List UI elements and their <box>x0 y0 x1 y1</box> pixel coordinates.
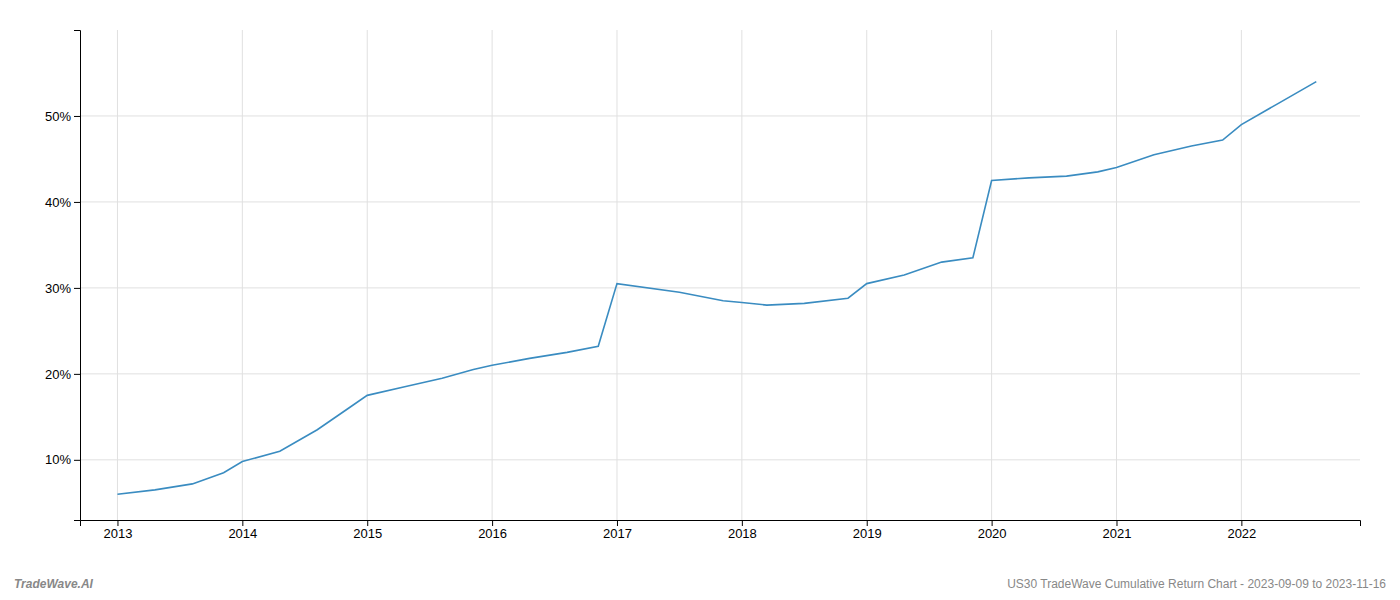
x-grid-line <box>1116 30 1117 520</box>
x-tick-mark <box>242 520 243 526</box>
x-tick-mark <box>867 520 868 526</box>
y-tick-mark <box>74 460 80 461</box>
x-tick-label: 2016 <box>478 526 507 541</box>
footer-text: US30 TradeWave Cumulative Return Chart -… <box>1007 577 1386 591</box>
x-tick-label: 2021 <box>1103 526 1132 541</box>
footer-text: TradeWave.AI <box>14 577 94 591</box>
y-tick: 40% <box>45 195 80 210</box>
marks <box>117 82 1316 495</box>
x-grid-line <box>117 30 118 520</box>
y-tick-label: 20% <box>45 367 71 382</box>
y-grid-line <box>80 373 1360 374</box>
x-tick-label: 2020 <box>978 526 1007 541</box>
x-grid-line <box>1241 30 1242 520</box>
x-tick-label: 2013 <box>104 526 133 541</box>
y-axis-line <box>74 31 81 521</box>
y-tick-label: 30% <box>45 281 71 296</box>
y-tick-label: 40% <box>45 195 71 210</box>
y-grid-line <box>80 459 1360 460</box>
x-grid-line <box>616 30 617 520</box>
x-tick: 2018 <box>728 520 757 541</box>
x-tick: 2021 <box>1103 520 1132 541</box>
x-tick-label: 2014 <box>228 526 257 541</box>
y-tick: 30% <box>45 281 80 296</box>
x-grid-line <box>866 30 867 520</box>
x-tick: 2014 <box>228 520 257 541</box>
x-grid-line <box>242 30 243 520</box>
y-axis: 10% 20% 30% 40% 50% <box>45 31 81 521</box>
x-tick-mark <box>117 520 118 526</box>
x-tick: 2017 <box>603 520 632 541</box>
y-tick-label: 10% <box>45 452 71 467</box>
x-grid-line <box>741 30 742 520</box>
plot-area: 2013 2014 2015 2016 2017 2018 2019 2020 2021 2022… <box>45 30 1361 541</box>
x-axis-line <box>81 521 1361 527</box>
x-tick-mark <box>992 520 993 526</box>
x-tick-mark <box>1241 520 1242 526</box>
y-grid-line <box>80 287 1360 288</box>
x-tick-mark <box>492 520 493 526</box>
y-tick-label: 50% <box>45 109 71 124</box>
x-tick-label: 2019 <box>853 526 882 541</box>
x-grid-line <box>991 30 992 520</box>
x-tick-mark <box>742 520 743 526</box>
y-grid-line <box>80 115 1360 116</box>
x-tick-label: 2015 <box>353 526 382 541</box>
y-grid-line <box>80 201 1360 202</box>
x-grid-line <box>492 30 493 520</box>
x-tick: 2022 <box>1227 520 1256 541</box>
x-axis: 2013 2014 2015 2016 2017 2018 2019 2020 2021 2022 <box>81 520 1361 541</box>
x-tick-mark <box>1116 520 1117 526</box>
y-tick-mark <box>74 202 80 203</box>
x-tick-label: 2018 <box>728 526 757 541</box>
x-tick-mark <box>367 520 368 526</box>
y-tick-mark <box>74 288 80 289</box>
x-tick: 2019 <box>853 520 882 541</box>
x-tick: 2013 <box>104 520 133 541</box>
x-tick: 2015 <box>353 520 382 541</box>
x-tick: 2020 <box>978 520 1007 541</box>
chart: 2013 2014 2015 2016 2017 2018 2019 2020 2021 2022… <box>0 0 1400 600</box>
y-tick-mark <box>74 116 80 117</box>
x-tick-mark <box>617 520 618 526</box>
x-grid-line <box>367 30 368 520</box>
line <box>117 82 1316 495</box>
x-tick-label: 2017 <box>603 526 632 541</box>
x-tick-label: 2022 <box>1227 526 1256 541</box>
grid <box>80 30 1360 520</box>
y-tick-mark <box>74 374 80 375</box>
y-tick: 20% <box>45 367 80 382</box>
x-tick: 2016 <box>478 520 507 541</box>
y-tick: 10% <box>45 452 80 467</box>
y-tick: 50% <box>45 109 80 124</box>
